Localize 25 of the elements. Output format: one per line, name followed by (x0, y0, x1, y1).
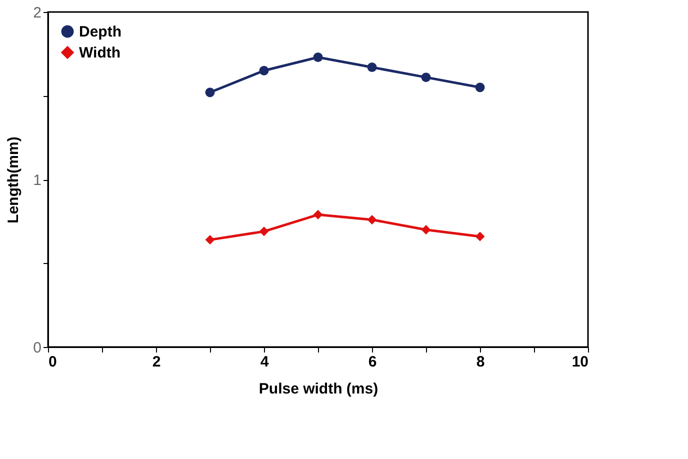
point (421, 225, 431, 234)
point (313, 52, 323, 62)
legend-label: Depth (79, 24, 122, 40)
legend-label: Width (79, 44, 121, 62)
x-tick-label: 8 (476, 354, 485, 370)
y-tick-label: 0 (33, 340, 42, 356)
y-tick-label: 2 (33, 4, 42, 22)
y-tick-label: 1 (33, 172, 42, 189)
x-tick-label: 6 (368, 354, 377, 370)
x-tick-label: 10 (572, 354, 588, 370)
point (475, 82, 485, 92)
point (205, 235, 215, 245)
x-tick-label: 0 (48, 354, 57, 370)
point (367, 62, 377, 72)
point (475, 232, 485, 242)
y-axis-title: Length(mm) (5, 136, 22, 224)
x-tick-label: 4 (260, 354, 270, 370)
point (205, 88, 215, 98)
point (259, 66, 269, 76)
point (259, 226, 269, 236)
x-axis-title: Pulse width (ms) (258, 380, 378, 398)
point (421, 72, 431, 82)
x-tick-label: 2 (152, 354, 161, 370)
point (367, 214, 377, 224)
point (313, 210, 323, 220)
